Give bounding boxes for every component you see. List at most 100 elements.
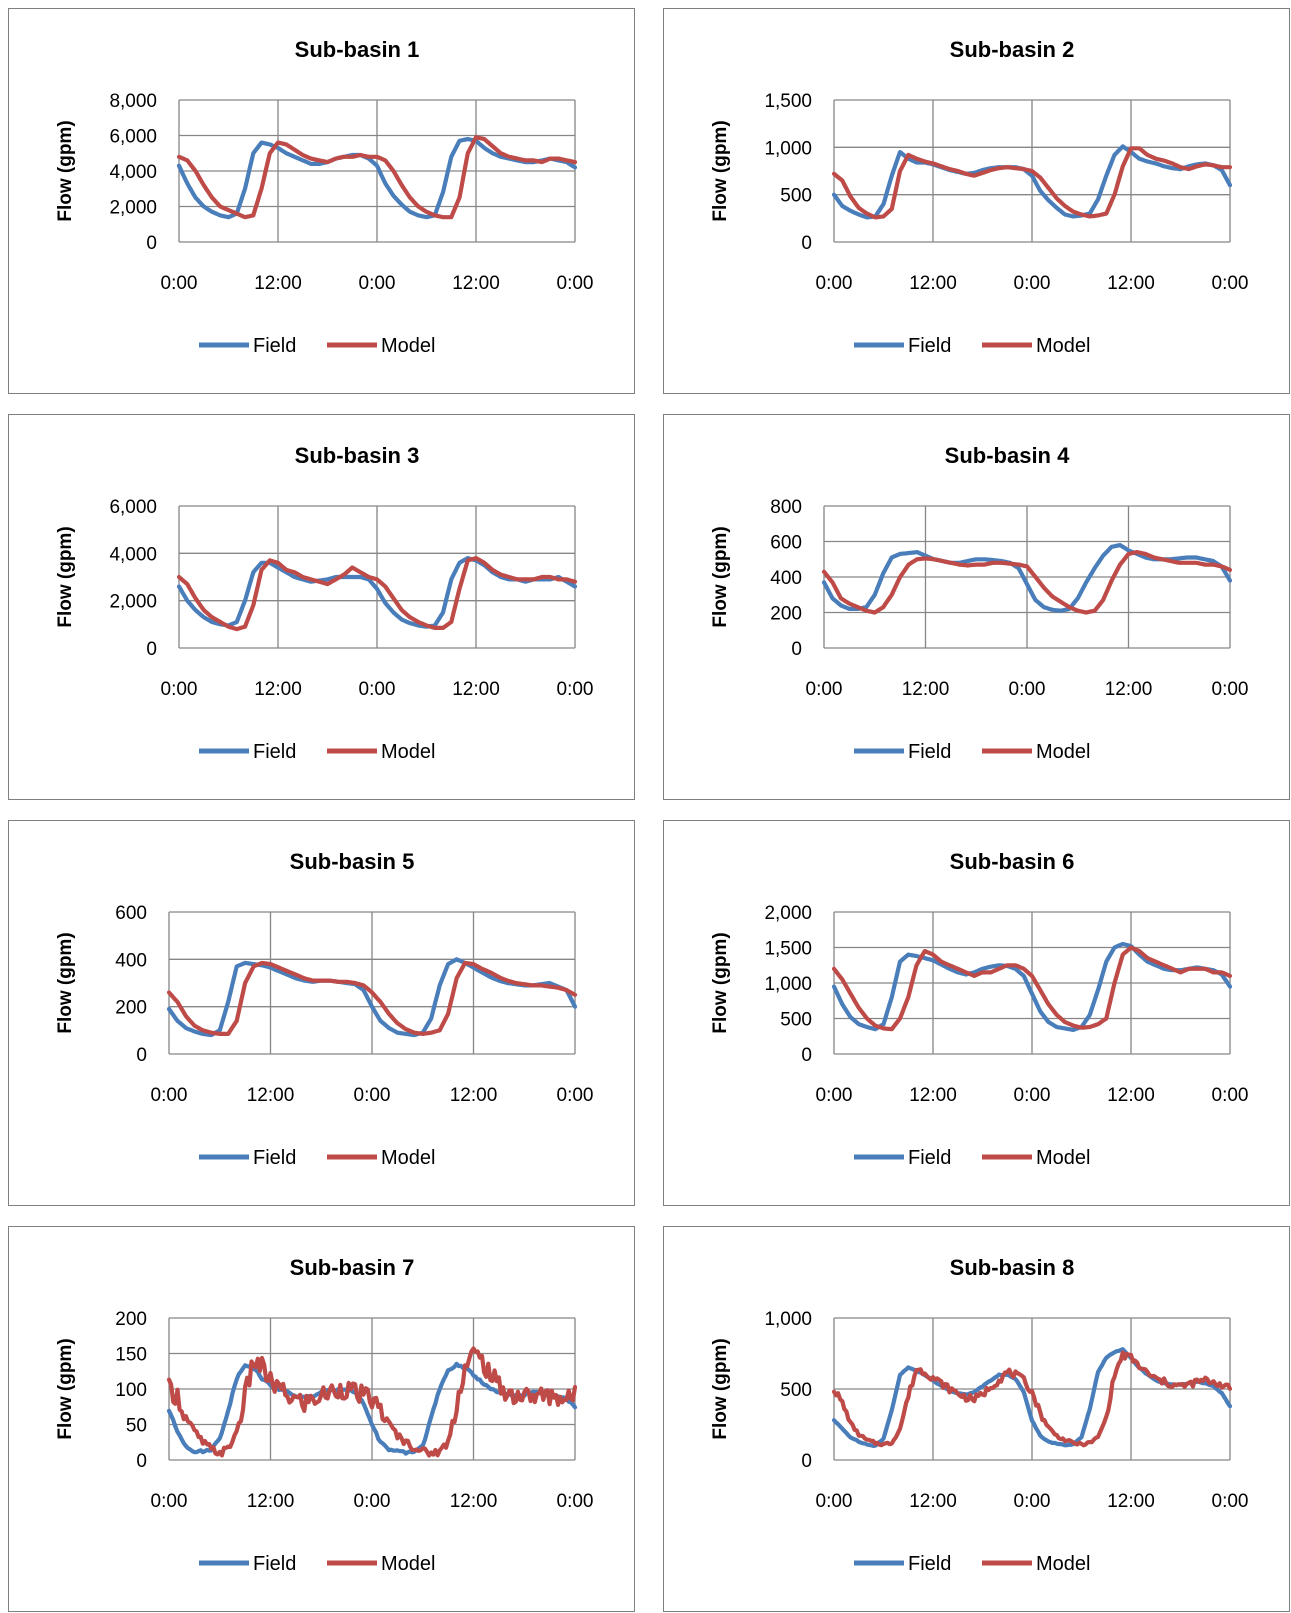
x-tick-label: 0:00	[1212, 679, 1249, 700]
y-tick-label: 150	[115, 1345, 147, 1366]
x-tick-label: 0:00	[806, 679, 843, 700]
y-tick-label: 800	[770, 497, 802, 518]
y-tick-label: 0	[146, 639, 157, 660]
x-tick-label: 12:00	[450, 1491, 498, 1512]
y-tick-label: 500	[780, 1380, 812, 1401]
x-tick-label: 0:00	[161, 273, 198, 294]
x-tick-label: 0:00	[557, 1085, 594, 1106]
y-tick-label: 400	[770, 568, 802, 589]
x-tick-label: 12:00	[1107, 1085, 1155, 1106]
x-tick-label: 0:00	[816, 1085, 853, 1106]
chart-svg: Sub-basin 6 Flow (gpm) 2,000 1,500 1,000 500 0…	[710, 849, 1249, 1169]
x-tick-label: 0:00	[557, 273, 594, 294]
legend-label-field: Field	[253, 1553, 296, 1575]
series-line-model	[166, 1346, 578, 1458]
legend-label-model: Model	[381, 1553, 435, 1575]
y-tick-label: 0	[136, 1045, 147, 1066]
y-tick-label: 0	[801, 233, 812, 254]
chart-panel-6: Sub-basin 6 Flow (gpm) 2,000 1,500 1,000 500 0…	[663, 820, 1290, 1206]
y-tick-label: 0	[136, 1451, 147, 1472]
y-tick-label: 0	[801, 1451, 812, 1472]
legend-label-model: Model	[1036, 335, 1090, 357]
y-tick-label: 400	[115, 950, 147, 971]
chart-title: Sub-basin 3	[295, 443, 420, 468]
legend-label-model: Model	[1036, 1147, 1090, 1169]
x-tick-label: 0:00	[151, 1085, 188, 1106]
y-tick-label: 2,000	[109, 592, 157, 613]
chart-panel-3: Sub-basin 3 Flow (gpm) 6,000 4,000 2,000 0 0:0…	[8, 414, 635, 800]
y-tick-label: 1,000	[764, 1309, 812, 1330]
legend-label-model: Model	[1036, 1553, 1090, 1575]
x-tick-label: 12:00	[1105, 679, 1153, 700]
series-line-field	[831, 941, 1233, 1032]
x-tick-label: 0:00	[1014, 1085, 1051, 1106]
y-axis-label: Flow (gpm)	[55, 1338, 76, 1439]
y-tick-label: 0	[146, 233, 157, 254]
x-tick-label: 0:00	[1014, 1491, 1051, 1512]
x-tick-label: 12:00	[450, 1085, 498, 1106]
y-tick-label: 500	[780, 186, 812, 207]
y-tick-label: 0	[791, 639, 802, 660]
y-tick-label: 200	[115, 998, 147, 1019]
chart-title: Sub-basin 1	[295, 37, 420, 62]
x-tick-label: 12:00	[909, 1491, 957, 1512]
y-tick-label: 1,500	[764, 939, 812, 960]
series-line-model	[176, 135, 578, 220]
chart-title: Sub-basin 8	[950, 1255, 1075, 1280]
y-tick-label: 600	[115, 903, 147, 924]
x-tick-label: 0:00	[557, 679, 594, 700]
x-tick-label: 0:00	[1212, 1491, 1249, 1512]
x-tick-label: 12:00	[1107, 1491, 1155, 1512]
y-axis-label: Flow (gpm)	[710, 526, 731, 627]
legend-label-model: Model	[381, 335, 435, 357]
chart-panel-7: Sub-basin 7 Flow (gpm) 200 150 100 50 0 0:00 12:…	[8, 1226, 635, 1612]
legend-label-field: Field	[253, 1147, 296, 1169]
x-tick-label: 0:00	[1014, 273, 1051, 294]
legend-label-field: Field	[253, 741, 296, 763]
y-axis-label: Flow (gpm)	[55, 526, 76, 627]
y-tick-label: 4,000	[109, 544, 157, 565]
series-line-model	[831, 945, 1233, 1032]
y-tick-label: 4,000	[109, 162, 157, 183]
y-axis-label: Flow (gpm)	[55, 120, 76, 221]
y-tick-label: 50	[126, 1416, 147, 1437]
y-tick-label: 1,000	[764, 974, 812, 995]
y-tick-label: 100	[115, 1380, 147, 1401]
y-axis-label: Flow (gpm)	[710, 1338, 731, 1439]
y-tick-label: 200	[770, 604, 802, 625]
chart-panel-2: Sub-basin 2 Flow (gpm) 1,500 1,000 500 0 0:00 1…	[663, 8, 1290, 394]
x-tick-label: 0:00	[1212, 1085, 1249, 1106]
x-tick-label: 0:00	[1009, 679, 1046, 700]
chart-title: Sub-basin 7	[290, 1255, 415, 1280]
y-axis-label: Flow (gpm)	[55, 932, 76, 1033]
x-tick-label: 12:00	[902, 679, 950, 700]
x-tick-label: 0:00	[1212, 273, 1249, 294]
x-tick-label: 0:00	[359, 273, 396, 294]
x-tick-label: 12:00	[247, 1491, 295, 1512]
x-tick-label: 0:00	[816, 273, 853, 294]
legend-label-field: Field	[253, 335, 296, 357]
x-tick-label: 0:00	[151, 1491, 188, 1512]
legend-label-field: Field	[908, 1553, 951, 1575]
series-line-field	[166, 957, 578, 1038]
chart-title: Sub-basin 2	[950, 37, 1075, 62]
series-line-model	[831, 1350, 1233, 1448]
series-line-model	[831, 146, 1233, 220]
x-tick-label: 12:00	[1107, 273, 1155, 294]
y-tick-label: 8,000	[109, 91, 157, 112]
y-tick-label: 2,000	[764, 903, 812, 924]
y-tick-label: 200	[115, 1309, 147, 1330]
y-tick-label: 2,000	[109, 198, 157, 219]
x-tick-label: 0:00	[354, 1491, 391, 1512]
chart-panel-1: Sub-basin 1 Flow (gpm) 8,000 6,000 4,000 2,00…	[8, 8, 635, 394]
x-tick-label: 12:00	[254, 273, 302, 294]
series-line-field	[831, 144, 1233, 220]
x-tick-label: 12:00	[254, 679, 302, 700]
x-tick-label: 12:00	[247, 1085, 295, 1106]
legend-label-model: Model	[1036, 741, 1090, 763]
y-tick-label: 500	[780, 1010, 812, 1031]
x-tick-label: 0:00	[161, 679, 198, 700]
